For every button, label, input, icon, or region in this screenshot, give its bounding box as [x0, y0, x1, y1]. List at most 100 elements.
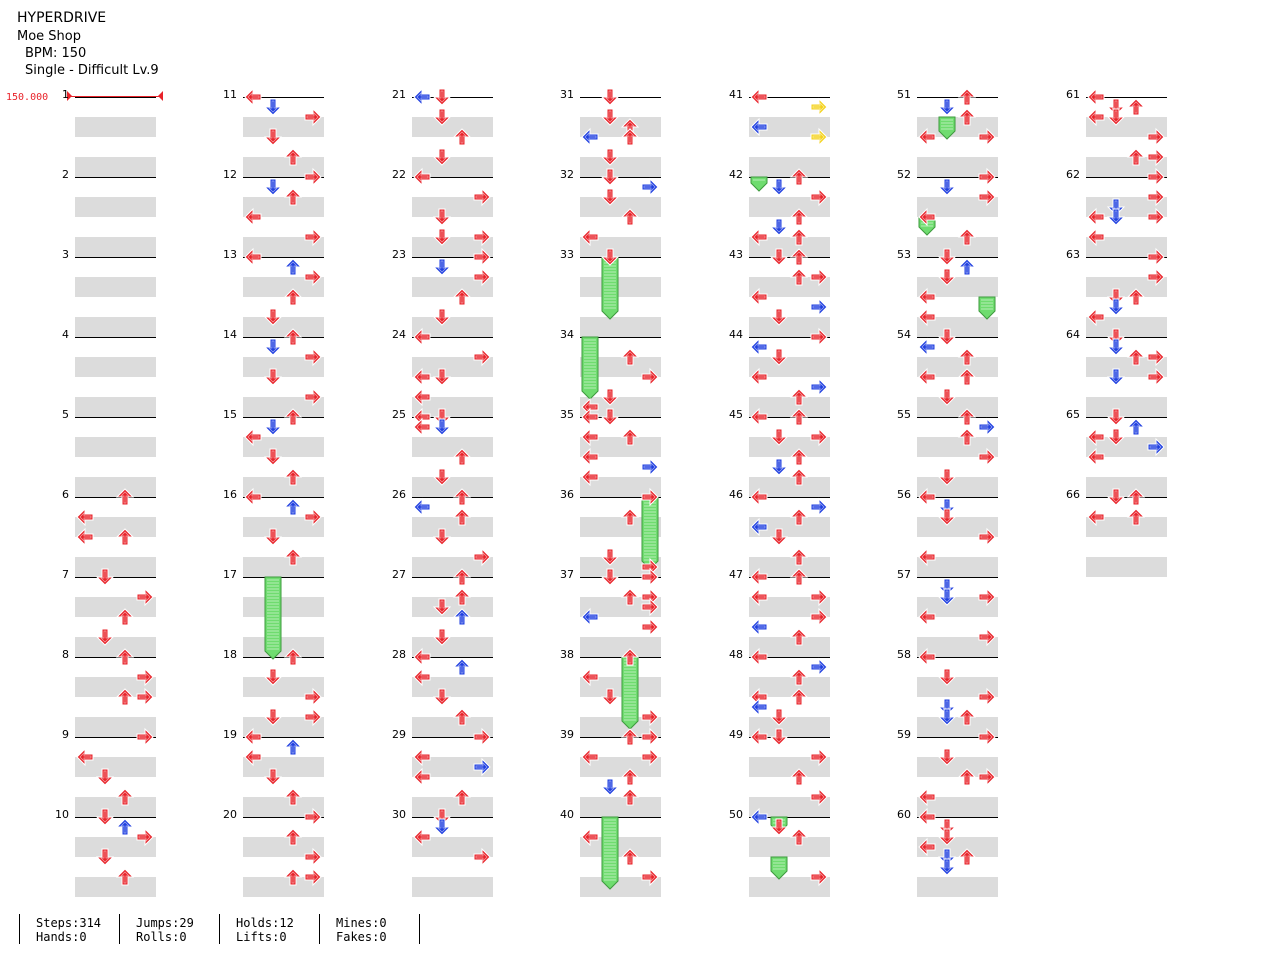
beat-band [1086, 557, 1167, 577]
measure-number: 3 [62, 248, 69, 261]
measure-line [580, 337, 661, 338]
beat-band [749, 597, 830, 617]
beat-band [1086, 157, 1167, 177]
beat-band [243, 317, 324, 337]
measure-number: 55 [897, 408, 911, 421]
measure-number: 8 [62, 648, 69, 661]
beat-band [917, 277, 998, 297]
beat-band [917, 397, 998, 417]
beat-band [749, 877, 830, 897]
beat-band [412, 757, 493, 777]
measure-number: 4 [62, 328, 69, 341]
measure-column [1086, 97, 1167, 577]
measure-line [917, 497, 998, 498]
measure-line [75, 657, 156, 658]
measure-line [749, 737, 830, 738]
beat-band [75, 197, 156, 217]
measure-number: 1 [62, 88, 69, 101]
stats-divider [419, 914, 420, 944]
measure-line [917, 177, 998, 178]
measure-number: 9 [62, 728, 69, 741]
measure-column [917, 97, 998, 897]
measure-number: 6 [62, 488, 69, 501]
beat-band [1086, 197, 1167, 217]
beat-band [917, 637, 998, 657]
stat-lifts: Lifts:0 [236, 930, 287, 944]
measure-line [580, 257, 661, 258]
beat-band [749, 357, 830, 377]
measure-number: 45 [729, 408, 743, 421]
measure-line [412, 817, 493, 818]
beat-band [749, 677, 830, 697]
measure-number: 66 [1066, 488, 1080, 501]
measure-number: 2 [62, 168, 69, 181]
measure-number: 13 [223, 248, 237, 261]
beat-band [412, 477, 493, 497]
song-bpm: BPM: 150 [25, 46, 87, 61]
beat-band [412, 557, 493, 577]
beat-band [412, 157, 493, 177]
measure-line [243, 817, 324, 818]
beat-band [75, 517, 156, 537]
stat-jumps: Jumps:29 [136, 916, 194, 930]
measure-number: 59 [897, 728, 911, 741]
beat-band [243, 157, 324, 177]
measure-number: 33 [560, 248, 574, 261]
beat-band [580, 877, 661, 897]
beat-band [75, 837, 156, 857]
measure-line [75, 337, 156, 338]
beat-band [749, 757, 830, 777]
measure-line [412, 497, 493, 498]
measure-number: 63 [1066, 248, 1080, 261]
measure-number: 62 [1066, 168, 1080, 181]
beat-band [412, 797, 493, 817]
beat-band [917, 677, 998, 697]
beat-band [243, 437, 324, 457]
measure-line [1086, 337, 1167, 338]
beat-band [75, 117, 156, 137]
beat-band [580, 117, 661, 137]
measure-number: 49 [729, 728, 743, 741]
beat-band [917, 877, 998, 897]
chart-difficulty: Single - Difficult Lv.9 [25, 63, 159, 78]
measure-number: 17 [223, 568, 237, 581]
beat-band [1086, 237, 1167, 257]
beat-band [1086, 477, 1167, 497]
beat-band [243, 557, 324, 577]
measure-number: 36 [560, 488, 574, 501]
measure-line [75, 497, 156, 498]
beat-band [917, 357, 998, 377]
beat-band [1086, 317, 1167, 337]
beat-band [412, 877, 493, 897]
stats-divider [219, 914, 220, 944]
measure-number: 29 [392, 728, 406, 741]
measure-line [749, 257, 830, 258]
measure-number: 10 [55, 808, 69, 821]
measure-line [580, 737, 661, 738]
beat-band [749, 557, 830, 577]
beat-band [580, 797, 661, 817]
measure-line [749, 97, 830, 98]
beat-band [749, 157, 830, 177]
measure-line [412, 417, 493, 418]
measure-number: 11 [223, 88, 237, 101]
measure-number: 5 [62, 408, 69, 421]
beat-band [75, 237, 156, 257]
bpm-marker-tick-left [67, 91, 72, 101]
measure-number: 38 [560, 648, 574, 661]
measure-number: 7 [62, 568, 69, 581]
song-artist: Moe Shop [17, 29, 81, 44]
beat-band [580, 517, 661, 537]
measure-number: 28 [392, 648, 406, 661]
beat-band [917, 117, 998, 137]
beat-band [243, 717, 324, 737]
measure-line [917, 257, 998, 258]
beat-band [412, 517, 493, 537]
beat-band [580, 597, 661, 617]
stats-divider [19, 914, 20, 944]
measure-number: 26 [392, 488, 406, 501]
measure-line [1086, 417, 1167, 418]
measure-line [412, 337, 493, 338]
beat-band [580, 757, 661, 777]
measure-line [243, 97, 324, 98]
